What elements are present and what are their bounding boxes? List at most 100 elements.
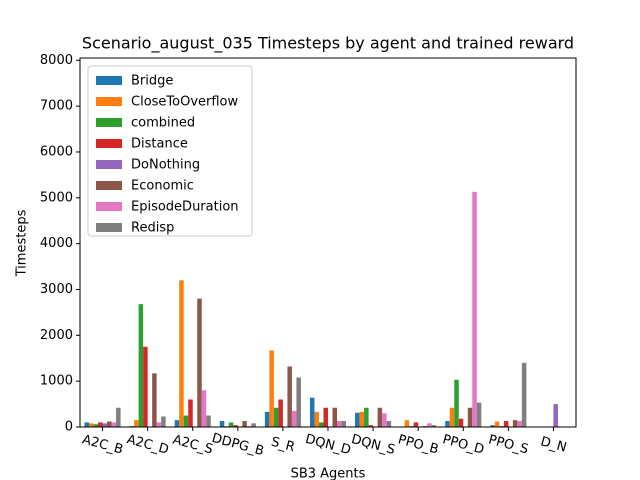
y-tick-label: 2000 — [40, 328, 73, 343]
y-axis-label: Timesteps — [15, 209, 30, 277]
bar — [201, 390, 207, 427]
x-tick-label: DQN_S — [350, 432, 397, 458]
bar — [445, 421, 450, 427]
plot-frame — [79, 57, 577, 428]
x-tick-label: PPO_B — [396, 432, 440, 457]
x-tick-label: DDPG_B — [210, 431, 265, 459]
bar — [355, 412, 360, 427]
x-tick-label: DQN_D — [304, 432, 353, 459]
legend-swatch — [96, 76, 122, 85]
bar — [197, 298, 202, 427]
legend-swatch — [96, 181, 122, 190]
bar — [404, 420, 410, 427]
bar — [309, 397, 315, 427]
x-tick-label: A2C_B — [80, 432, 124, 457]
bar — [93, 424, 99, 427]
bar — [323, 407, 328, 427]
bar — [269, 350, 274, 427]
bar — [314, 411, 319, 427]
legend-label: Redisp — [131, 221, 174, 236]
bar — [102, 423, 108, 427]
bar — [233, 425, 238, 427]
x-tick-label: S_R — [269, 435, 296, 456]
bar — [179, 280, 184, 427]
y-tick-label: 4000 — [40, 236, 73, 251]
bar — [521, 362, 527, 427]
bar — [84, 422, 90, 427]
legend-label: Distance — [131, 137, 188, 152]
bar — [517, 421, 522, 427]
legend-label: Economic — [131, 179, 194, 194]
legend-swatch — [96, 160, 122, 169]
bar — [512, 420, 518, 427]
bar — [156, 422, 162, 427]
legend-label: CloseToOverflow — [131, 95, 239, 110]
legend-swatch — [96, 139, 122, 148]
bar — [264, 411, 270, 427]
y-tick-label: 7000 — [40, 99, 73, 114]
bar — [337, 421, 342, 427]
x-tick-label: D_N — [539, 434, 568, 455]
y-tick-label: 5000 — [40, 190, 73, 205]
bar — [449, 407, 455, 427]
bar — [296, 377, 301, 427]
bar — [364, 407, 369, 427]
bar — [341, 421, 347, 427]
legend-box — [87, 65, 253, 237]
bar — [138, 304, 144, 427]
bar — [458, 418, 464, 427]
x-axis-label: SB3 Agents — [291, 467, 366, 480]
bar — [386, 421, 392, 427]
bar — [116, 407, 121, 427]
bar — [382, 413, 387, 427]
legend-label: Bridge — [131, 74, 173, 89]
bar — [472, 191, 477, 427]
bar — [427, 423, 432, 427]
legend-label: EpisodeDuration — [131, 200, 239, 215]
bar — [359, 411, 365, 427]
x-tick-label: PPO_D — [441, 432, 486, 457]
bar — [287, 366, 292, 427]
bar — [368, 425, 374, 427]
bar — [454, 379, 459, 427]
bar — [183, 415, 189, 427]
bar — [278, 399, 283, 427]
bar — [467, 407, 473, 427]
bar — [553, 404, 558, 427]
bar — [242, 421, 247, 427]
bar — [332, 407, 338, 427]
bar — [490, 425, 495, 427]
bar — [161, 416, 166, 427]
bar — [413, 422, 419, 427]
legend-swatch — [96, 202, 122, 211]
bar — [291, 410, 297, 427]
bar — [494, 421, 500, 427]
y-tick-label: 3000 — [40, 282, 73, 297]
bar — [98, 422, 103, 427]
legend-swatch — [96, 223, 122, 232]
bar — [107, 421, 112, 427]
bar — [318, 422, 324, 427]
bar — [174, 420, 180, 427]
bar — [134, 420, 139, 427]
x-tick-label: PPO_S — [487, 432, 530, 457]
bar — [188, 399, 193, 427]
bar — [219, 421, 225, 427]
legend-swatch — [96, 118, 122, 127]
bar — [152, 373, 157, 427]
bar — [476, 402, 482, 427]
y-tick-label: 1000 — [40, 374, 73, 389]
bar — [228, 422, 234, 427]
x-tick-label: A2C_D — [125, 432, 170, 458]
x-tick-label: A2C_S — [171, 432, 214, 457]
legend-swatch — [96, 97, 122, 106]
bar — [503, 421, 509, 427]
bar — [206, 415, 211, 427]
bar — [251, 423, 256, 427]
y-tick-label: 8000 — [40, 53, 73, 68]
chart-title: Scenario_august_035 Timesteps by agent a… — [82, 34, 574, 54]
bar — [377, 407, 383, 427]
bar — [273, 407, 279, 427]
